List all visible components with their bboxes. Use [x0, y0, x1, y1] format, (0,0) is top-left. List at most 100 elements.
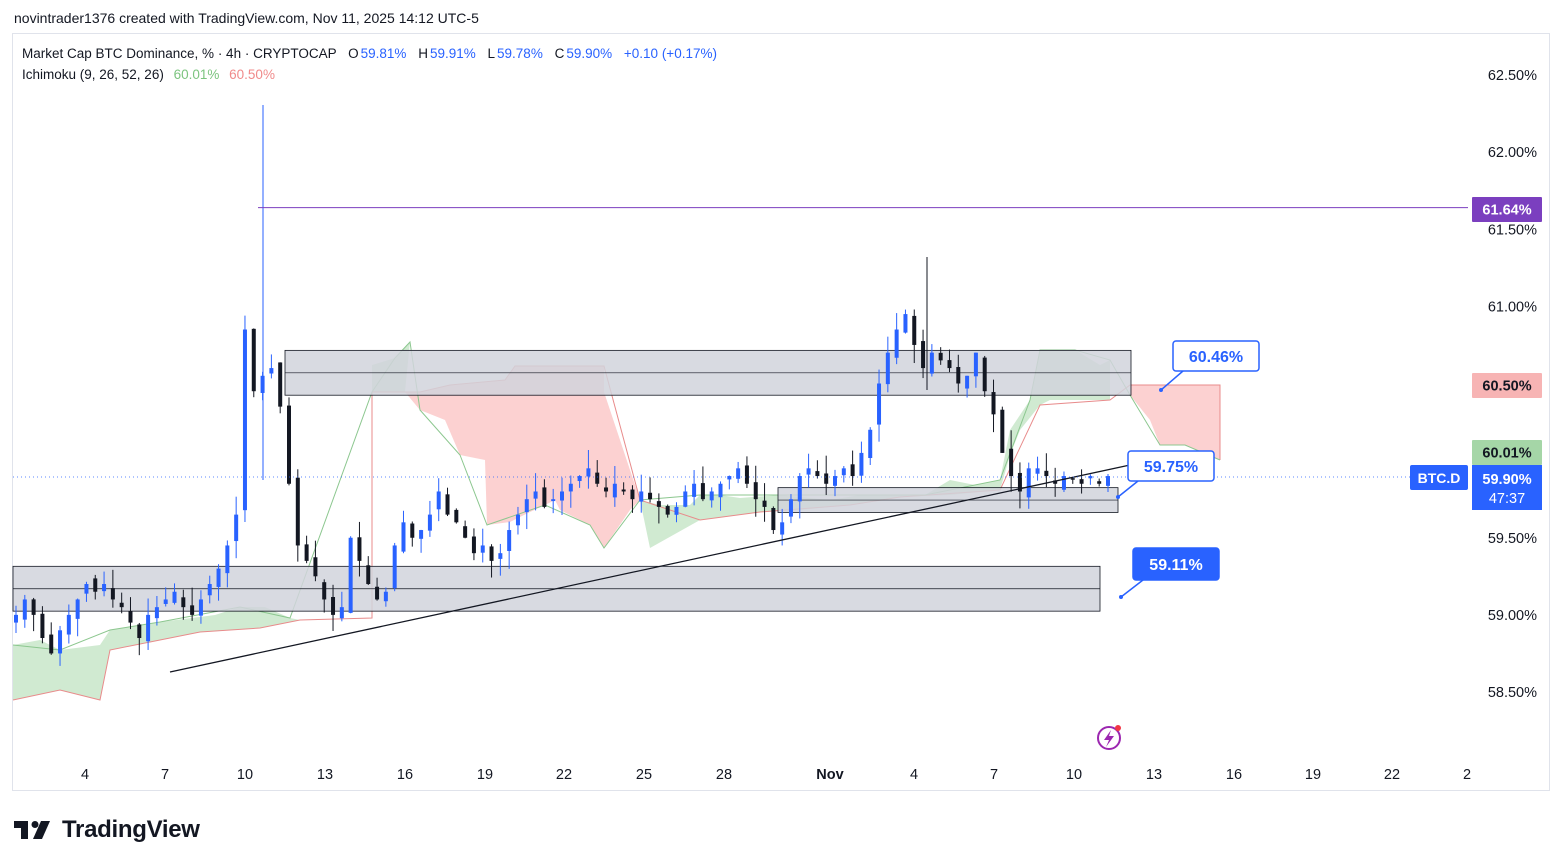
candle-body [190, 605, 195, 615]
candle-body [1106, 476, 1110, 486]
ichimoku-cloud [12, 340, 1221, 701]
candle-body [797, 476, 802, 502]
candle-body [154, 607, 159, 619]
callout-middle-pointer [1117, 480, 1139, 498]
price-axis-label: 61.00% [1488, 299, 1537, 315]
candle-body [1053, 480, 1058, 484]
candle-body [348, 537, 353, 613]
candle-body [225, 545, 230, 574]
price-callouts: 60.46% 59.75% 59.11% [1116, 340, 1260, 599]
level-tag: 61.64% [1482, 203, 1531, 219]
candle-body [22, 599, 27, 620]
candle-body [727, 476, 732, 480]
candle-body [956, 367, 961, 384]
tradingview-logo[interactable]: TradingView [14, 816, 200, 844]
symbol-title: Market Cap BTC Dominance, % · 4h · CRYPT… [22, 46, 337, 61]
time-axis-label: 13 [317, 767, 333, 783]
candle-body [1070, 478, 1075, 480]
candle-body [287, 405, 291, 484]
span-a-tag: 60.01% [1482, 446, 1531, 462]
candle-body [788, 499, 793, 517]
high-value: 59.91% [429, 46, 476, 61]
callout-upper-anchor [1159, 388, 1163, 392]
candle-body [903, 314, 908, 333]
candle-body [850, 464, 855, 477]
chart-pane[interactable] [12, 33, 1550, 791]
indicator-legend[interactable]: Ichimoku (9, 26, 52, 26) 60.01% 60.50% [22, 67, 275, 82]
candle-body [1009, 448, 1014, 477]
candle-body [524, 499, 529, 513]
candle-body [322, 582, 327, 600]
candle-body [877, 383, 882, 425]
callout-upper-pointer [1160, 370, 1184, 391]
callout-middle-anchor [1116, 495, 1120, 499]
candle-body [683, 491, 688, 507]
candle-body [383, 591, 388, 602]
symbol-legend[interactable]: Market Cap BTC Dominance, % · 4h · CRYPT… [22, 46, 717, 61]
callout-lower: 59.11% [1149, 557, 1202, 574]
candle-body [753, 482, 758, 500]
candle-body [665, 506, 670, 515]
candle-body [163, 599, 168, 604]
close-value: 59.90% [566, 46, 613, 61]
time-axis-label: 28 [716, 767, 732, 783]
candle-body [1061, 476, 1066, 490]
candle-body [339, 607, 344, 619]
ascending-trendline[interactable] [169, 464, 1131, 673]
candle-body [295, 477, 300, 546]
candle-body [75, 599, 80, 619]
misc [1097, 725, 1121, 750]
time-axis-label: Nov [816, 767, 843, 783]
callout-lower-anchor [1119, 595, 1123, 599]
candle-body [419, 530, 424, 539]
price-axis-label: 62.00% [1488, 145, 1537, 161]
support-resistance-zones [12, 349, 1132, 612]
candle-body [894, 329, 899, 358]
drawing-lines [13, 207, 1468, 673]
candle-body [612, 483, 617, 498]
candle-body [331, 597, 336, 615]
candle-body [110, 588, 115, 600]
price-axis-label: 61.50% [1488, 222, 1537, 238]
open-label: O [348, 46, 359, 61]
candle-body [965, 375, 970, 389]
price-axis-label: 62.50% [1488, 68, 1537, 84]
time-axis-label: 7 [161, 767, 169, 783]
cloud-segment [13, 607, 300, 700]
time-axis-label: 22 [1384, 767, 1400, 783]
time-axis-label: 13 [1146, 767, 1162, 783]
callout-lower-box[interactable] [1132, 547, 1220, 581]
candle-body [604, 487, 609, 492]
candle-body [84, 584, 89, 594]
candle-body [938, 352, 943, 361]
time-axis-label: 25 [636, 767, 652, 783]
candles [14, 105, 1110, 666]
candle-body [859, 452, 864, 476]
indicator-title: Ichimoku (9, 26, 52, 26) [22, 67, 164, 82]
tradingview-logo-text: TradingView [62, 816, 200, 843]
candle-body [498, 553, 503, 559]
candle-body [427, 514, 432, 531]
price-axis-label: 59.00% [1488, 608, 1537, 624]
candle-body [463, 526, 468, 538]
high-label: H [418, 46, 428, 61]
candle-body [234, 514, 239, 542]
notification-dot [1115, 725, 1121, 731]
callout-upper-box[interactable] [1172, 340, 1260, 372]
callout-middle-box[interactable] [1127, 450, 1215, 482]
axes: 62.50% 62.00% 61.50% 61.00% 59.50% 59.00% 58.5… [81, 68, 1542, 783]
lightning-icon[interactable] [1097, 726, 1121, 750]
callout-lower-pointer [1120, 579, 1144, 598]
candle-body [454, 509, 459, 523]
candle-body [982, 357, 987, 392]
candle-body [577, 476, 582, 482]
candle-body [216, 568, 221, 587]
candle-body [40, 613, 45, 639]
candle-body [762, 500, 767, 507]
bar-countdown: 47:37 [1489, 491, 1525, 507]
chart-attribution: novintrader1376 created with TradingView… [14, 10, 479, 26]
candle-body [313, 557, 318, 577]
time-axis-label: 22 [556, 767, 572, 783]
open-value: 59.81% [360, 46, 407, 61]
